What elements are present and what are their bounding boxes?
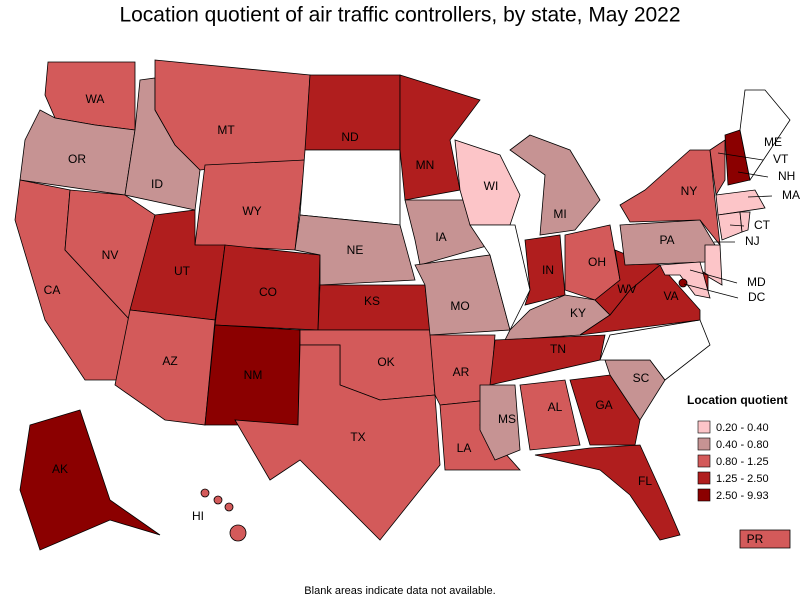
state-label: PR bbox=[747, 532, 764, 546]
state-shape bbox=[534, 444, 681, 541]
state-label: MA bbox=[782, 188, 800, 202]
states bbox=[14, 59, 791, 551]
state-label: WA bbox=[86, 92, 105, 106]
state-label: FL bbox=[638, 474, 652, 488]
state-label: MD bbox=[747, 275, 766, 289]
state-label: NJ bbox=[745, 234, 760, 248]
leader-line bbox=[737, 171, 769, 178]
state-label: TN bbox=[550, 342, 566, 356]
state-label: OH bbox=[588, 255, 606, 269]
state-shape bbox=[509, 134, 601, 236]
legend-swatch bbox=[697, 420, 711, 434]
state-shape bbox=[569, 374, 641, 446]
state-shape bbox=[599, 319, 711, 381]
state-label: WV bbox=[617, 282, 636, 296]
state-label: ME bbox=[764, 135, 782, 149]
state-label: MS bbox=[498, 412, 516, 426]
map-title: Location quotient of air traffic control… bbox=[119, 4, 680, 27]
state-label: MI bbox=[553, 207, 566, 221]
state-label: GA bbox=[595, 398, 612, 412]
legend-label: 0.20 - 0.40 bbox=[716, 422, 769, 434]
state-label: AZ bbox=[162, 354, 177, 368]
leader-line bbox=[729, 224, 745, 227]
state-shape bbox=[524, 234, 566, 306]
state-label: ID bbox=[151, 177, 163, 191]
state-label: PA bbox=[659, 233, 674, 247]
state-label: IN bbox=[542, 263, 554, 277]
state-label: MT bbox=[217, 123, 235, 137]
state-label: OK bbox=[377, 355, 394, 369]
state-label: AL bbox=[548, 400, 563, 414]
state-label: HI bbox=[192, 509, 204, 523]
state-shape bbox=[739, 89, 791, 182]
state-shape bbox=[479, 384, 521, 461]
legend: 0.20 - 0.40 0.40 - 0.80 0.80 - 1.25 1.25 - … bbox=[697, 420, 769, 502]
state-shape bbox=[213, 495, 223, 505]
state-label: CT bbox=[754, 218, 771, 232]
state-labels: WA OR CA NV ID MT WY UT CO AZ NM ND NE KS OK TX MN IA MO AR… bbox=[44, 92, 800, 546]
legend-label: 0.80 - 1.25 bbox=[716, 456, 769, 468]
state-shape bbox=[739, 211, 751, 233]
state-label: UT bbox=[174, 264, 191, 278]
state-label: MO bbox=[450, 299, 469, 313]
legend-label: 0.40 - 0.80 bbox=[716, 439, 769, 451]
state-shape bbox=[234, 344, 441, 541]
state-label: IA bbox=[435, 230, 446, 244]
state-shape bbox=[715, 189, 766, 216]
legend-swatch bbox=[697, 471, 711, 485]
leader-line bbox=[689, 269, 738, 284]
legend-label: 1.25 - 2.50 bbox=[716, 473, 769, 485]
state-label: OR bbox=[68, 152, 86, 166]
state-shape bbox=[229, 524, 247, 542]
legend-title: Location quotient bbox=[687, 393, 788, 407]
state-shape bbox=[678, 278, 688, 288]
state-label: VT bbox=[773, 152, 789, 166]
state-shape bbox=[114, 309, 216, 426]
leader-line bbox=[683, 283, 739, 299]
state-shape bbox=[414, 254, 511, 336]
state-label: NH bbox=[778, 169, 795, 183]
state-label: LA bbox=[457, 441, 472, 455]
state-label: AK bbox=[52, 462, 68, 476]
state-label: KY bbox=[570, 306, 586, 320]
state-label: CO bbox=[259, 285, 277, 299]
leader-line bbox=[747, 195, 773, 198]
state-shape bbox=[224, 502, 234, 512]
state-label: VA bbox=[663, 289, 678, 303]
state-label: NM bbox=[244, 368, 263, 382]
state-shape bbox=[19, 409, 161, 551]
state-label: MN bbox=[416, 158, 435, 172]
footnote: Blank areas indicate data not available. bbox=[304, 585, 495, 597]
state-label: DC bbox=[748, 290, 766, 304]
state-shape bbox=[299, 149, 401, 226]
state-label: ND bbox=[341, 130, 359, 144]
leader-line bbox=[717, 152, 764, 161]
state-label: CA bbox=[44, 283, 61, 297]
state-label: TX bbox=[350, 430, 365, 444]
state-label: KS bbox=[364, 294, 380, 308]
legend-label: 2.50 - 9.93 bbox=[716, 490, 769, 502]
state-shape bbox=[519, 379, 581, 451]
state-label: SC bbox=[633, 371, 650, 385]
state-shape bbox=[619, 149, 721, 247]
state-label: NY bbox=[681, 184, 698, 198]
legend-swatch bbox=[697, 437, 711, 451]
state-label: AR bbox=[453, 365, 470, 379]
state-shape bbox=[739, 529, 791, 549]
state-label: NV bbox=[102, 248, 119, 262]
state-label: WY bbox=[242, 204, 261, 218]
legend-swatch bbox=[697, 454, 711, 468]
state-shape bbox=[200, 488, 210, 498]
state-shape bbox=[469, 224, 531, 332]
legend-swatch bbox=[697, 488, 711, 502]
state-label: WI bbox=[484, 179, 499, 193]
state-label: NE bbox=[347, 243, 364, 257]
